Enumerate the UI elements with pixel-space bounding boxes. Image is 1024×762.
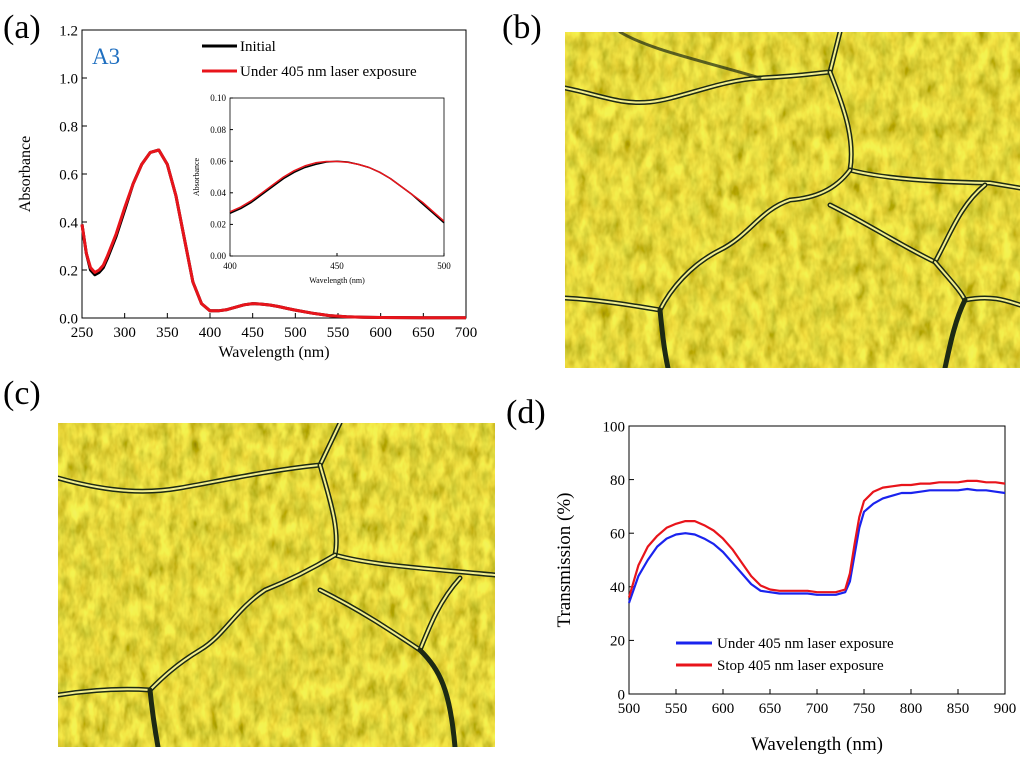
inset-series-lines — [229, 160, 445, 224]
panel-label-b: (b) — [502, 9, 542, 46]
x-tick-label: 900 — [994, 701, 1017, 717]
series-line-laser — [229, 160, 445, 222]
panel-label-c: (c) — [3, 375, 41, 412]
x-tick-label: 300 — [113, 325, 136, 341]
y-axis-title: Absorbance — [17, 136, 34, 212]
inset-chart: 0.00 0.02 0.04 0.06 0.08 0.10 400 450 500 Wavel… — [192, 93, 451, 285]
x-tick-label: 700 — [455, 325, 478, 341]
y-tick-label: 1.0 — [59, 71, 78, 87]
y-tick-label: 80 — [610, 473, 625, 489]
y-tick-label: 0.02 — [210, 220, 226, 230]
inset-x-title: Wavelength (nm) — [309, 276, 365, 285]
x-tick-label: 600 — [712, 701, 735, 717]
legend-label-laser: Under 405 nm laser exposure — [240, 64, 417, 80]
x-tick-label: 650 — [759, 701, 782, 717]
y-tick-label: 100 — [603, 419, 626, 435]
x-tick-label: 350 — [156, 325, 179, 341]
x-tick-label: 400 — [199, 325, 222, 341]
x-tick-label: 400 — [223, 261, 237, 271]
y-tick-label: 60 — [610, 526, 625, 542]
absorbance-chart: 0.0 0.2 0.4 0.6 0.8 1.0 1.2 250 300 350 400 450 500… — [17, 23, 477, 361]
series-line-stop — [627, 479, 1006, 598]
series-line-under — [627, 487, 1006, 604]
legend-d: Under 405 nm laser exposure Stop 405 nm … — [676, 636, 894, 674]
x-tick-label: 600 — [369, 325, 392, 341]
x-tick-label: 850 — [947, 701, 970, 717]
micrograph-b — [565, 32, 1020, 368]
series-lines-d — [627, 479, 1006, 604]
inset-x-ticks: 400 450 500 — [223, 253, 451, 271]
x-axis-title: Wavelength (nm) — [218, 344, 329, 361]
x-axis-title-d: Wavelength (nm) — [751, 734, 883, 755]
inset-y-title: Absorbance — [192, 157, 201, 196]
y-tick-label: 0.04 — [210, 188, 226, 198]
plot-frame-d — [628, 425, 1006, 695]
sample-label: A3 — [92, 44, 120, 69]
x-tick-label: 750 — [853, 701, 876, 717]
y-tick-label: 0.0 — [59, 311, 78, 327]
y-tick-label: 0.00 — [210, 251, 226, 261]
y-tick-label: 0.06 — [210, 156, 226, 166]
y-tick-label: 0.10 — [210, 93, 226, 103]
x-tick-label: 450 — [330, 261, 344, 271]
x-axis-ticks: 250 300 350 400 450 500 550 600 650 700 — [71, 313, 478, 341]
x-tick-label: 500 — [437, 261, 451, 271]
transmission-chart: 0 20 40 60 80 100 500 550 600 650 700 750 800 850 900… — [554, 419, 1016, 755]
x-tick-label: 500 — [618, 701, 641, 717]
legend-label-under: Under 405 nm laser exposure — [717, 636, 894, 652]
x-tick-label: 650 — [412, 325, 435, 341]
x-tick-label: 450 — [241, 325, 264, 341]
y-tick-label: 0.6 — [59, 167, 78, 183]
panel-label-d: (d) — [506, 394, 546, 431]
y-tick-label: 0.4 — [59, 215, 78, 231]
y-tick-label: 0.08 — [210, 125, 226, 135]
micrograph-c — [58, 423, 495, 747]
y-tick-label: 20 — [610, 634, 625, 650]
inset-y-ticks: 0.00 0.02 0.04 0.06 0.08 0.10 — [210, 93, 233, 261]
y-axis-ticks: 0.0 0.2 0.4 0.6 0.8 1.0 1.2 — [59, 23, 87, 327]
x-tick-label: 500 — [284, 325, 307, 341]
legend-label-initial: Initial — [240, 39, 276, 55]
series-lines — [80, 148, 466, 320]
legend-label-stop: Stop 405 nm laser exposure — [717, 658, 884, 674]
series-line-laser — [80, 148, 466, 320]
inset-frame — [229, 97, 445, 257]
y-tick-label: 0.8 — [59, 119, 78, 135]
y-axis-title-d: Transmission (%) — [554, 493, 575, 628]
x-tick-label: 550 — [327, 325, 350, 341]
legend: Initial Under 405 nm laser exposure — [202, 39, 417, 80]
y-tick-label: 0 — [618, 687, 626, 703]
x-tick-label: 800 — [900, 701, 923, 717]
x-axis-ticks-d: 500 550 600 650 700 750 800 850 900 — [618, 689, 1017, 717]
y-tick-label: 1.2 — [59, 23, 78, 39]
x-tick-label: 550 — [665, 701, 688, 717]
y-tick-label: 0.2 — [59, 263, 78, 279]
x-tick-label: 700 — [806, 701, 829, 717]
y-tick-label: 40 — [610, 580, 625, 596]
y-axis-ticks-d: 0 20 40 60 80 100 — [603, 419, 634, 703]
panel-label-a: (a) — [3, 9, 41, 46]
x-tick-label: 250 — [71, 325, 94, 341]
